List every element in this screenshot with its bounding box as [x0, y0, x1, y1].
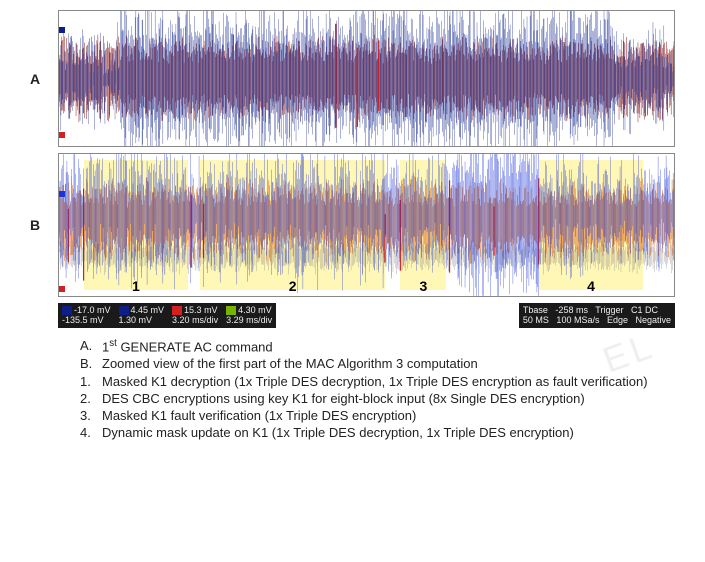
legend-row: 2.DES CBC encryptions using key K1 for e…	[80, 391, 675, 407]
status-item: 15.3 mV3.20 ms/div	[172, 305, 218, 326]
channel-marker	[59, 27, 65, 33]
trace-a-label: A	[30, 71, 58, 87]
legend-text: Masked K1 decryption (1x Triple DES decr…	[102, 374, 675, 390]
channel-marker	[59, 132, 65, 138]
trace-b: 1234	[58, 153, 675, 297]
legend-text: 1st GENERATE AC command	[102, 338, 675, 356]
legend-row: 3.Masked K1 fault verification (1x Tripl…	[80, 408, 675, 424]
status-item: Tbase -258 ms Trigger C1 DC50 MS 100 MSa…	[523, 305, 671, 326]
channel-marker	[59, 286, 65, 292]
trace-a	[58, 10, 675, 147]
legend-text: Dynamic mask update on K1 (1x Triple DES…	[102, 425, 675, 441]
channel-marker	[59, 191, 65, 197]
legend-text: DES CBC encryptions using key K1 for eig…	[102, 391, 675, 407]
legend-row: 4.Dynamic mask update on K1 (1x Triple D…	[80, 425, 675, 441]
trace-svg	[59, 11, 674, 146]
legend-key: B.	[80, 356, 102, 372]
status-item: 4.30 mV3.29 ms/div	[226, 305, 272, 326]
legend-row: 1.Masked K1 decryption (1x Triple DES de…	[80, 374, 675, 390]
status-right: Tbase -258 ms Trigger C1 DC50 MS 100 MSa…	[519, 303, 675, 328]
trace-a-wrap: A	[30, 10, 675, 147]
legend-row: B.Zoomed view of the first part of the M…	[80, 356, 675, 372]
legend-area: EL A.1st GENERATE AC commandB.Zoomed vie…	[30, 338, 675, 442]
status-item: -17.0 mV-135.5 mV	[62, 305, 111, 326]
legend-key: A.	[80, 338, 102, 356]
trace-svg	[59, 154, 674, 296]
legend-text: Masked K1 fault verification (1x Triple …	[102, 408, 675, 424]
legend-key: 3.	[80, 408, 102, 424]
legend-row: A.1st GENERATE AC command	[80, 338, 675, 356]
status-bar: -17.0 mV-135.5 mV 4.45 mV1.30 mV 15.3 mV3.…	[58, 303, 675, 328]
figure: A B 1234 -17.0 mV-135.5 mV 4.45 mV1.30 mV…	[0, 0, 705, 449]
trace-b-wrap: B 1234	[30, 153, 675, 297]
legend-key: 2.	[80, 391, 102, 407]
status-item: 4.45 mV1.30 mV	[119, 305, 165, 326]
legend-key: 1.	[80, 374, 102, 390]
status-left: -17.0 mV-135.5 mV 4.45 mV1.30 mV 15.3 mV3.…	[58, 303, 276, 328]
legend-key: 4.	[80, 425, 102, 441]
legend: A.1st GENERATE AC commandB.Zoomed view o…	[80, 338, 675, 442]
trace-b-label: B	[30, 217, 58, 233]
legend-text: Zoomed view of the first part of the MAC…	[102, 356, 675, 372]
